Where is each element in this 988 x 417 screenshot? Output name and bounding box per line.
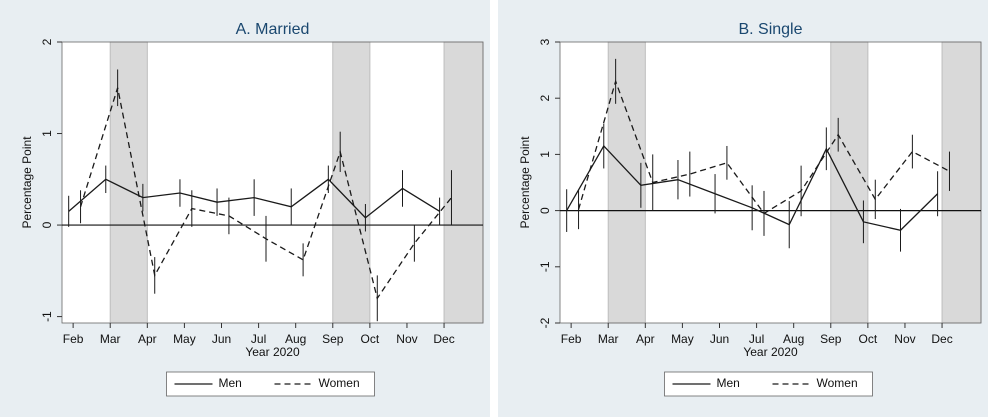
x-tick-label: Apr [138,332,157,346]
y-axis-label: Percentage Point [20,136,34,229]
shaded-period [332,41,371,324]
y-axis-label: Percentage Point [518,136,532,229]
x-tick-label: Sep [322,332,344,346]
x-tick-label: Mar [100,332,121,346]
y-tick-label: -1 [40,311,54,322]
series-line [577,79,950,215]
legend-label: Women [319,376,360,390]
y-tick-label: 1 [538,151,552,158]
series-line [566,144,939,231]
x-tick-label: Apr [636,332,655,346]
x-tick-label: Jul [251,332,266,346]
y-tick-label: 3 [538,38,552,45]
legend-label: Men [717,376,740,390]
x-tick-label: Jul [749,332,764,346]
legend-label: Women [817,376,858,390]
x-tick-label: Feb [63,332,84,346]
shaded-period [941,41,982,324]
y-tick-label: 0 [538,207,552,214]
x-tick-label: Dec [931,332,952,346]
chart-title: B. Single [738,21,802,38]
y-tick-label: -2 [538,317,552,328]
x-tick-label: Nov [894,332,915,346]
x-tick-label: Oct [859,332,878,346]
x-tick-label: Sep [820,332,842,346]
x-axis-label: Year 2020 [743,345,798,359]
plot-frame [559,41,982,324]
x-tick-label: Feb [561,332,582,346]
shaded-period [830,41,869,324]
x-tick-label: May [173,332,196,346]
x-tick-label: Aug [783,332,804,346]
shaded-period [109,41,148,324]
y-tick-label: 2 [40,38,54,45]
chart-title: A. Married [236,21,310,38]
x-tick-label: Aug [285,332,306,346]
x-tick-label: Jun [710,332,729,346]
shaded-period [443,41,484,324]
series-line [68,178,440,219]
y-tick-label: 1 [40,130,54,137]
x-tick-label: Mar [598,332,619,346]
x-tick-label: Nov [396,332,417,346]
shaded-period [607,41,646,324]
x-tick-label: Jun [212,332,231,346]
y-tick-label: 2 [538,95,552,102]
x-tick-label: Dec [433,332,454,346]
y-tick-label: -1 [538,261,552,272]
plot-frame [61,41,484,324]
x-tick-label: May [671,332,694,346]
y-tick-label: 0 [40,221,54,228]
x-axis-label: Year 2020 [245,345,300,359]
legend-label: Men [219,376,242,390]
x-tick-label: Oct [361,332,380,346]
series-line [79,87,452,300]
